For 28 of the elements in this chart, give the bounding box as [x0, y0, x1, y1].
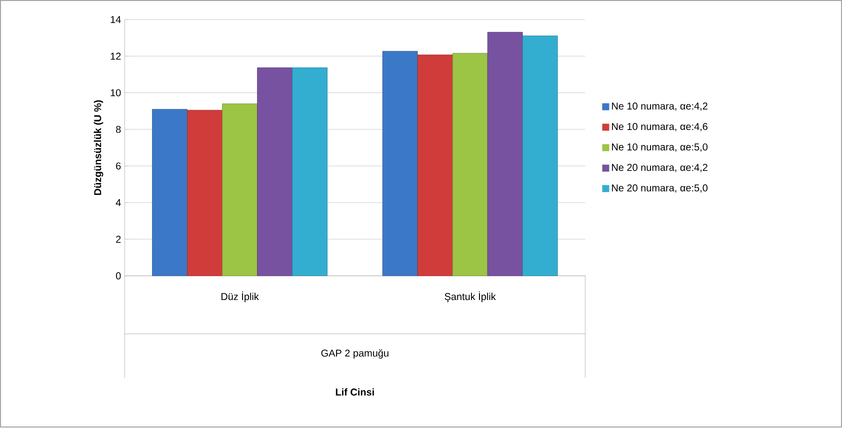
- bar: [487, 32, 523, 276]
- text: GAP 2 pamuğu: [321, 349, 388, 359]
- y-tick-label: 4: [116, 199, 121, 206]
- bar: [522, 36, 558, 276]
- y-tick-label: 2: [116, 236, 121, 243]
- bar: [187, 110, 222, 276]
- text: Lif Cinsi: [336, 388, 374, 396]
- y-tick-label: 6: [116, 162, 121, 170]
- legend-label: Ne 20 numara, αe:5,0: [612, 184, 708, 193]
- x-tick-label: Düz İplik: [221, 292, 259, 302]
- bar: [257, 68, 292, 276]
- bar: [417, 54, 453, 276]
- bar: [222, 104, 258, 276]
- bar: [292, 68, 328, 276]
- y-tick-label: 14: [110, 16, 121, 24]
- bar: [452, 53, 488, 276]
- legend-label: Ne 10 numara, αe:4,2: [612, 102, 708, 112]
- y-axis-title: Düzgünsüzlük (U %): [94, 100, 104, 196]
- y-tick-label: 8: [116, 126, 121, 134]
- y-tick-label: 12: [110, 52, 121, 60]
- legend-label: Ne 10 numara, αe:5,0: [612, 144, 708, 152]
- y-tick-label: 0: [116, 272, 121, 280]
- y-tick-label: 10: [110, 89, 121, 97]
- legend-label: Ne 10 numara, αe:4,6: [612, 123, 708, 132]
- bar: [152, 109, 188, 276]
- bar: [382, 51, 418, 276]
- legend-label: Ne 20 numara, αe:4,2: [612, 164, 708, 172]
- x-tick-label: Şantuk İplik: [444, 292, 496, 302]
